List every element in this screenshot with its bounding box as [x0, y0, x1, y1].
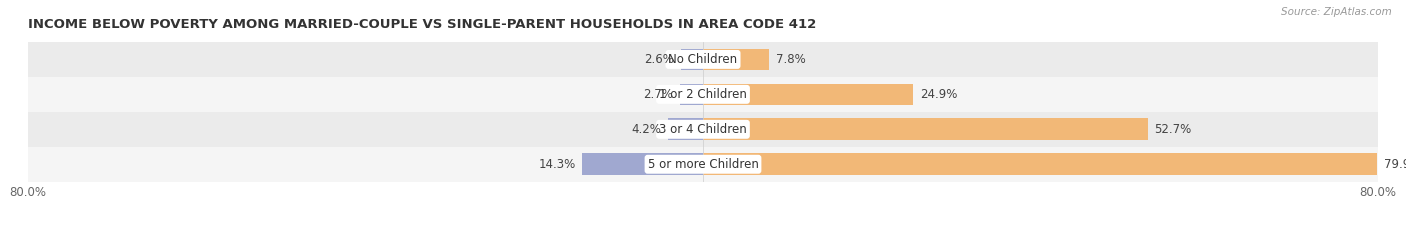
Text: 5 or more Children: 5 or more Children	[648, 158, 758, 171]
Text: 2.7%: 2.7%	[644, 88, 673, 101]
Text: 24.9%: 24.9%	[920, 88, 957, 101]
Text: 52.7%: 52.7%	[1154, 123, 1191, 136]
Text: 4.2%: 4.2%	[631, 123, 661, 136]
Text: 14.3%: 14.3%	[538, 158, 575, 171]
Bar	[703, 154, 1376, 175]
Bar	[28, 147, 1378, 182]
Bar	[668, 118, 703, 140]
Text: 3 or 4 Children: 3 or 4 Children	[659, 123, 747, 136]
Bar	[703, 84, 912, 105]
Bar	[681, 84, 703, 105]
Bar	[703, 49, 769, 70]
Bar	[28, 112, 1378, 147]
Bar	[703, 118, 1147, 140]
Text: 7.8%: 7.8%	[776, 53, 806, 66]
Bar	[28, 77, 1378, 112]
Text: 1 or 2 Children: 1 or 2 Children	[659, 88, 747, 101]
Bar	[28, 42, 1378, 77]
Bar	[681, 49, 703, 70]
Text: INCOME BELOW POVERTY AMONG MARRIED-COUPLE VS SINGLE-PARENT HOUSEHOLDS IN AREA CO: INCOME BELOW POVERTY AMONG MARRIED-COUPL…	[28, 18, 817, 31]
Text: 2.6%: 2.6%	[644, 53, 675, 66]
Text: No Children: No Children	[668, 53, 738, 66]
Text: Source: ZipAtlas.com: Source: ZipAtlas.com	[1281, 7, 1392, 17]
Text: 79.9%: 79.9%	[1384, 158, 1406, 171]
Bar	[582, 154, 703, 175]
